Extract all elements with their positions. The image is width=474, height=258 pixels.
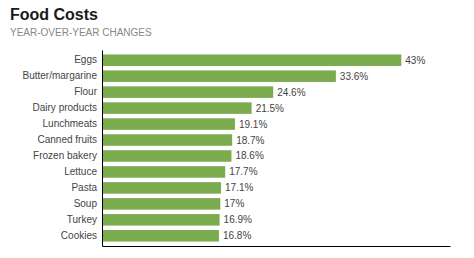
y-tick: Soup [74, 198, 98, 209]
data-label: 33.6% [340, 71, 368, 82]
x-axis-line [103, 246, 451, 247]
bars [102, 54, 401, 241]
data-label: 19.1% [239, 119, 267, 130]
bar [102, 166, 225, 177]
bar [102, 214, 220, 225]
title: Food Costs [10, 6, 98, 23]
data-labels: 16.8% 16.9% 17% 17.1% 17.7% 18.6% 18.7% 19.1% 21… [223, 55, 425, 242]
y-tick-label: Dairy products [33, 102, 97, 113]
bar [102, 70, 336, 81]
data-label: 17.7% [229, 166, 257, 177]
y-tick: Frozen bakery [33, 150, 97, 161]
plot: 16.8% 16.9% 17% 17.1% 17.7% 18.6% 18.7% 19.1% 21… [23, 51, 451, 247]
y-tick-label: Cookies [61, 230, 97, 241]
y-tick: Cookies [61, 230, 97, 241]
y-tick: Lunchmeats [43, 118, 97, 129]
bar [102, 150, 231, 161]
y-axis: Cookies Turkey Soup Pasta Lettuce Frozen bake… [23, 51, 103, 247]
y-tick: Lettuce [64, 166, 97, 177]
data-label: 43% [405, 55, 425, 66]
data-label: 21.5% [256, 103, 284, 114]
y-tick-label: Frozen bakery [33, 150, 97, 161]
data-label: 17% [224, 198, 244, 209]
bar [102, 198, 220, 209]
y-tick-label: Eggs [74, 54, 97, 65]
y-tick: Pasta [71, 182, 97, 193]
chart: Food CostsYEAR-OVER-YEAR CHANGES16.8%16.… [0, 0, 474, 258]
y-tick-label: Pasta [71, 182, 97, 193]
y-tick-label: Butter/margarine [23, 70, 98, 81]
bar [102, 102, 252, 113]
y-tick: Eggs [74, 54, 97, 65]
bar [102, 134, 232, 145]
bar [102, 118, 235, 129]
y-axis-line [102, 51, 103, 247]
data-label: 18.7% [236, 135, 264, 146]
y-tick-label: Turkey [67, 214, 97, 225]
bar [102, 230, 219, 241]
y-tick: Canned fruits [38, 134, 97, 145]
data-label: 17.1% [225, 182, 253, 193]
data-label: 18.6% [235, 150, 263, 161]
subtitle: YEAR-OVER-YEAR CHANGES [10, 27, 152, 38]
y-tick: Dairy products [33, 102, 97, 113]
y-tick: Butter/margarine [23, 70, 98, 81]
x-axis [103, 246, 451, 247]
bar [102, 54, 401, 65]
y-tick-label: Canned fruits [38, 134, 97, 145]
bar [102, 86, 273, 97]
y-tick-label: Soup [74, 198, 98, 209]
y-tick-label: Lunchmeats [43, 118, 97, 129]
data-label: 24.6% [277, 87, 305, 98]
data-label: 16.8% [223, 230, 251, 241]
y-tick: Turkey [67, 214, 97, 225]
bar [102, 182, 221, 193]
y-tick-label: Lettuce [64, 166, 97, 177]
y-tick: Flour [74, 86, 97, 97]
y-tick-label: Flour [74, 86, 97, 97]
data-label: 16.9% [224, 214, 252, 225]
